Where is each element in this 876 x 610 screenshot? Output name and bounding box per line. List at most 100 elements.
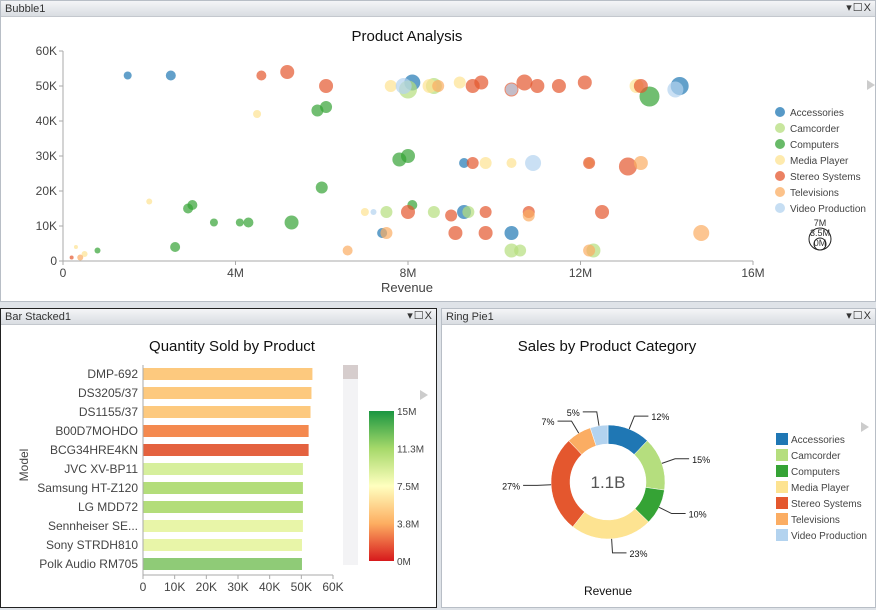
- bubble-stereo-systems: [577, 75, 592, 90]
- bubble-accessories: [459, 158, 470, 168]
- bar: [143, 539, 302, 551]
- legend-scroll-arrow-icon[interactable]: [867, 80, 875, 90]
- panel-title: Ring Pie1 ▾☐X: [442, 309, 875, 325]
- bar: [143, 444, 309, 456]
- bar-group: DMP-692 DS3205/37 DS1155/37 B00D7MOHDO BCG34…: [37, 367, 313, 571]
- bubble-media-player: [73, 245, 78, 249]
- category-label: DS1155/37: [79, 405, 138, 419]
- bar: [143, 558, 302, 570]
- color-scale-bar: [369, 411, 394, 561]
- bubble-televisions: [633, 156, 648, 170]
- bubble-televisions: [342, 245, 353, 256]
- chart-title: Product Analysis: [352, 28, 463, 45]
- menu-icon[interactable]: ▾: [846, 310, 853, 322]
- x-tick-label: 50K: [291, 580, 312, 594]
- legend-swatch: [776, 497, 788, 509]
- bubble-stereo-systems: [448, 226, 463, 240]
- maximize-icon[interactable]: ☐: [852, 310, 864, 322]
- leader-line: [628, 415, 649, 430]
- bubble-computers: [94, 247, 101, 254]
- bubble-televisions: [432, 80, 445, 92]
- legend-label: Accessories: [791, 435, 845, 446]
- size-legend-label: 0M: [814, 238, 827, 248]
- menu-icon[interactable]: ▾: [846, 2, 853, 14]
- bubble-stereo-systems: [551, 79, 566, 93]
- bubble-stereo-systems: [530, 79, 545, 93]
- x-tick-label: 16M: [741, 266, 764, 280]
- category-label: Sennheiser SE...: [48, 519, 138, 533]
- bubble-televisions: [380, 227, 393, 239]
- category-label: DS3205/37: [78, 386, 138, 400]
- ring-pie-chart: Sales by Product Category 12% 15% 10% 23% 27%…: [502, 338, 869, 598]
- legend-marker: [775, 203, 785, 213]
- x-tick-label: 60K: [322, 580, 343, 594]
- color-scale-label: 3.8M: [397, 520, 419, 531]
- bubble-televisions: [77, 254, 84, 261]
- bubble-stereo-systems: [445, 209, 458, 222]
- maximize-icon[interactable]: ☐: [852, 2, 864, 14]
- legend-scroll-arrow-icon[interactable]: [861, 422, 869, 432]
- y-tick-label: 30K: [36, 149, 57, 163]
- legend-label: Televisions: [791, 515, 840, 526]
- category-label: LG MDD72: [78, 500, 138, 514]
- slice-label: 10%: [689, 510, 707, 520]
- category-label: Polk Audio RM705: [39, 557, 138, 571]
- slice-label: 27%: [502, 481, 520, 491]
- close-icon[interactable]: X: [863, 2, 872, 14]
- bubble-camcorder: [504, 243, 519, 258]
- bubble-media-player: [253, 110, 262, 118]
- close-icon[interactable]: X: [863, 310, 872, 322]
- legend-scroll-arrow-icon[interactable]: [420, 390, 428, 400]
- legend-marker: [775, 107, 785, 117]
- legend-swatch: [776, 433, 788, 445]
- bubble-computers: [209, 218, 218, 227]
- leader-line: [557, 420, 580, 434]
- legend-label: Stereo Systems: [790, 172, 861, 183]
- legend-label: Camcorder: [790, 124, 840, 135]
- bubble-media-player: [453, 76, 466, 89]
- pie-panel: Ring Pie1 ▾☐X Sales by Product Category 1…: [441, 308, 876, 608]
- leader-line: [658, 506, 686, 515]
- y-tick-label: 10K: [36, 219, 57, 233]
- menu-icon[interactable]: ▾: [407, 310, 414, 322]
- close-icon[interactable]: X: [424, 310, 433, 322]
- x-tick-label: 4M: [227, 266, 244, 280]
- size-legend-label: 3.5M: [810, 228, 830, 238]
- legend-swatch: [776, 481, 788, 493]
- scrollbar-track[interactable]: [343, 365, 358, 565]
- legend-swatch: [776, 465, 788, 477]
- maximize-icon[interactable]: ☐: [413, 310, 425, 322]
- bubble-computers: [243, 217, 254, 228]
- bubble-media-player: [360, 208, 369, 216]
- legend-swatch: [776, 449, 788, 461]
- bubble-video-production: [525, 155, 542, 171]
- category-label: Samsung HT-Z120: [37, 481, 138, 495]
- bubble-media-player: [479, 157, 492, 169]
- color-scale-label: 7.5M: [397, 482, 419, 493]
- scrollbar-thumb[interactable]: [343, 365, 358, 379]
- legend-label: Televisions: [790, 188, 839, 199]
- leader-line: [661, 458, 690, 464]
- bubble-media-player: [422, 79, 437, 93]
- bubble-stereo-systems: [401, 205, 415, 219]
- bubble-media-player: [506, 158, 517, 168]
- bubble-stereo-systems: [319, 79, 334, 93]
- bubble-computers: [401, 149, 415, 163]
- size-legend-circle: [813, 237, 827, 251]
- panel-title: Bubble1 ▾☐X: [1, 1, 875, 17]
- bubble-camcorder: [427, 206, 440, 218]
- bubble-video-production: [370, 209, 377, 215]
- legend-label: Video Production: [790, 204, 866, 215]
- chart-title: Sales by Product Category: [518, 338, 697, 355]
- color-scale-label: 11.3M: [397, 445, 424, 456]
- bubble-accessories: [504, 226, 519, 240]
- color-scale-label: 15M: [397, 407, 416, 418]
- leader-line: [582, 411, 600, 426]
- center-total: 1.1B: [591, 473, 626, 492]
- bar: [143, 406, 311, 418]
- bubble-stereo-systems: [618, 157, 637, 176]
- legend-swatch: [776, 529, 788, 541]
- bubble-camcorder: [462, 206, 475, 218]
- bubble-computers: [187, 200, 198, 210]
- leader-line: [611, 538, 627, 554]
